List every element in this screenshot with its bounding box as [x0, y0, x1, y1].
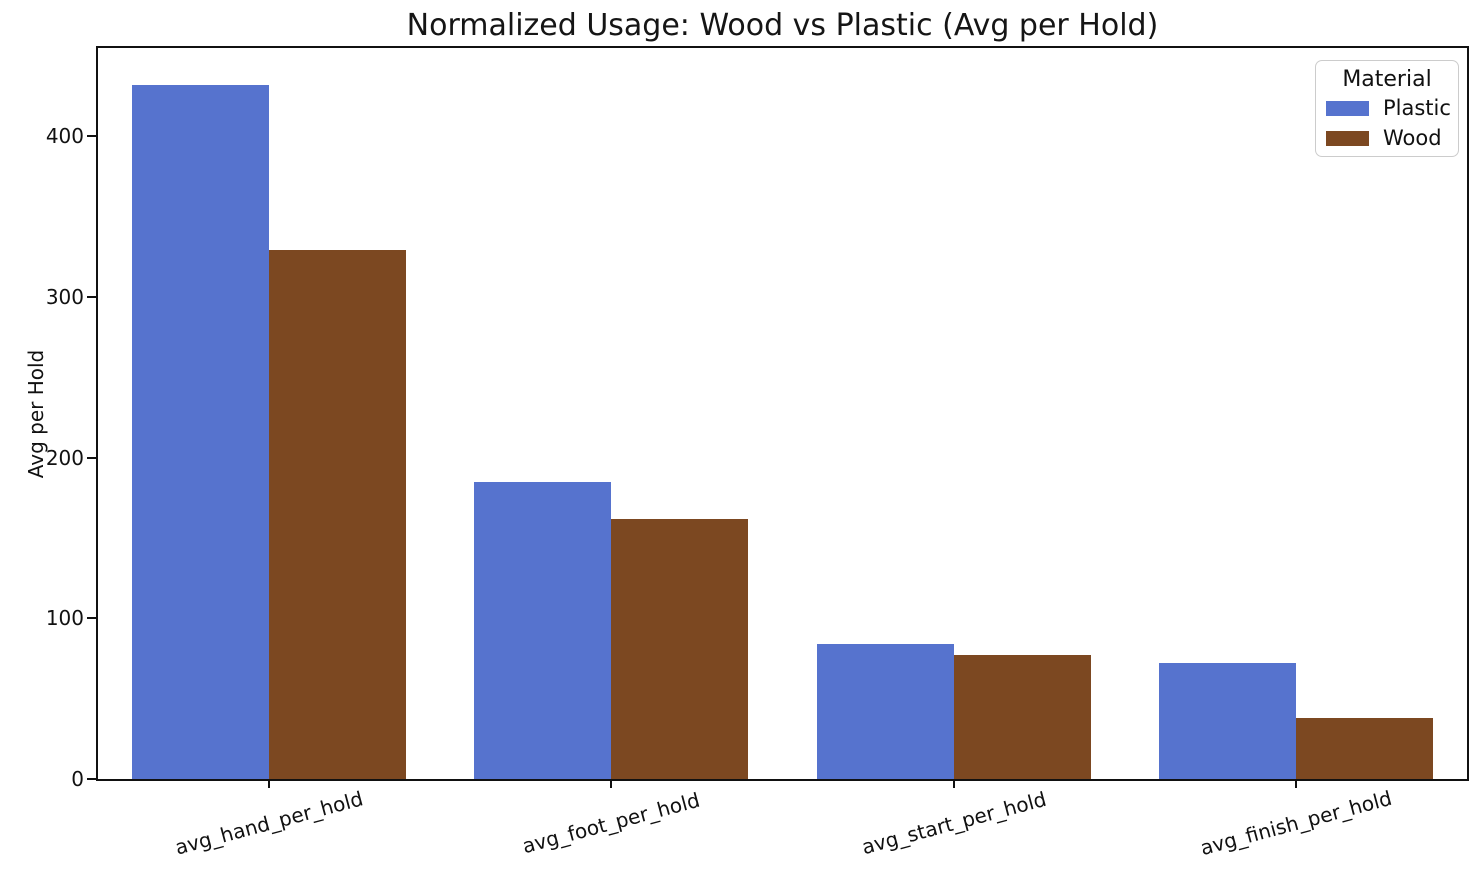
- legend: Material Plastic Wood: [1315, 60, 1459, 157]
- y-tick-label: 0: [71, 767, 84, 791]
- chart-title: Normalized Usage: Wood vs Plastic (Avg p…: [406, 8, 1159, 43]
- y-axis-label: Avg per Hold: [24, 349, 48, 479]
- legend-swatch-wood: [1326, 130, 1369, 146]
- bar-plastic-avg_hand_per_hold: [132, 84, 270, 779]
- x-tick-label-avg_hand_per_hold: avg_hand_per_hold: [172, 786, 366, 860]
- legend-item-label: Plastic: [1383, 96, 1451, 120]
- y-tick-mark: [87, 135, 98, 138]
- bar-plastic-avg_start_per_hold: [816, 644, 954, 779]
- x-tick-label-avg_start_per_hold: avg_start_per_hold: [858, 786, 1049, 860]
- legend-swatch-plastic: [1326, 100, 1369, 116]
- y-tick-mark: [87, 296, 98, 299]
- bar-wood-avg_foot_per_hold: [611, 518, 749, 779]
- y-tick-label: 100: [45, 606, 84, 631]
- y-tick-mark: [87, 778, 98, 780]
- y-tick-mark: [87, 617, 98, 620]
- x-tick-mark: [952, 779, 955, 788]
- x-tick-mark: [1294, 779, 1297, 788]
- y-tick-mark: [87, 456, 98, 459]
- x-tick-label-avg_foot_per_hold: avg_foot_per_hold: [520, 787, 703, 859]
- x-tick-mark: [610, 779, 613, 788]
- bar-wood-avg_finish_per_hold: [1295, 717, 1433, 779]
- y-tick-label: 400: [45, 124, 84, 149]
- legend-item-plastic: Plastic: [1324, 93, 1451, 123]
- legend-item-label: Wood: [1383, 126, 1442, 150]
- x-tick-mark: [268, 779, 271, 788]
- legend-item-wood: Wood: [1324, 123, 1450, 153]
- bar-wood-avg_start_per_hold: [953, 655, 1091, 779]
- bar-plastic-avg_finish_per_hold: [1158, 663, 1296, 779]
- y-tick-label: 200: [45, 445, 84, 470]
- legend-title: Material: [1342, 67, 1432, 92]
- legend-items: Plastic Wood: [1324, 93, 1451, 153]
- bar-plastic-avg_foot_per_hold: [474, 481, 612, 779]
- bar-wood-avg_hand_per_hold: [269, 250, 407, 779]
- y-tick-label: 300: [45, 285, 84, 310]
- plot-area: 0 100 200 300 400 avg_hand_per_hold avg_foot_p…: [46, 46, 1469, 860]
- x-tick-label-avg_finish_per_hold: avg_finish_per_hold: [1197, 785, 1395, 861]
